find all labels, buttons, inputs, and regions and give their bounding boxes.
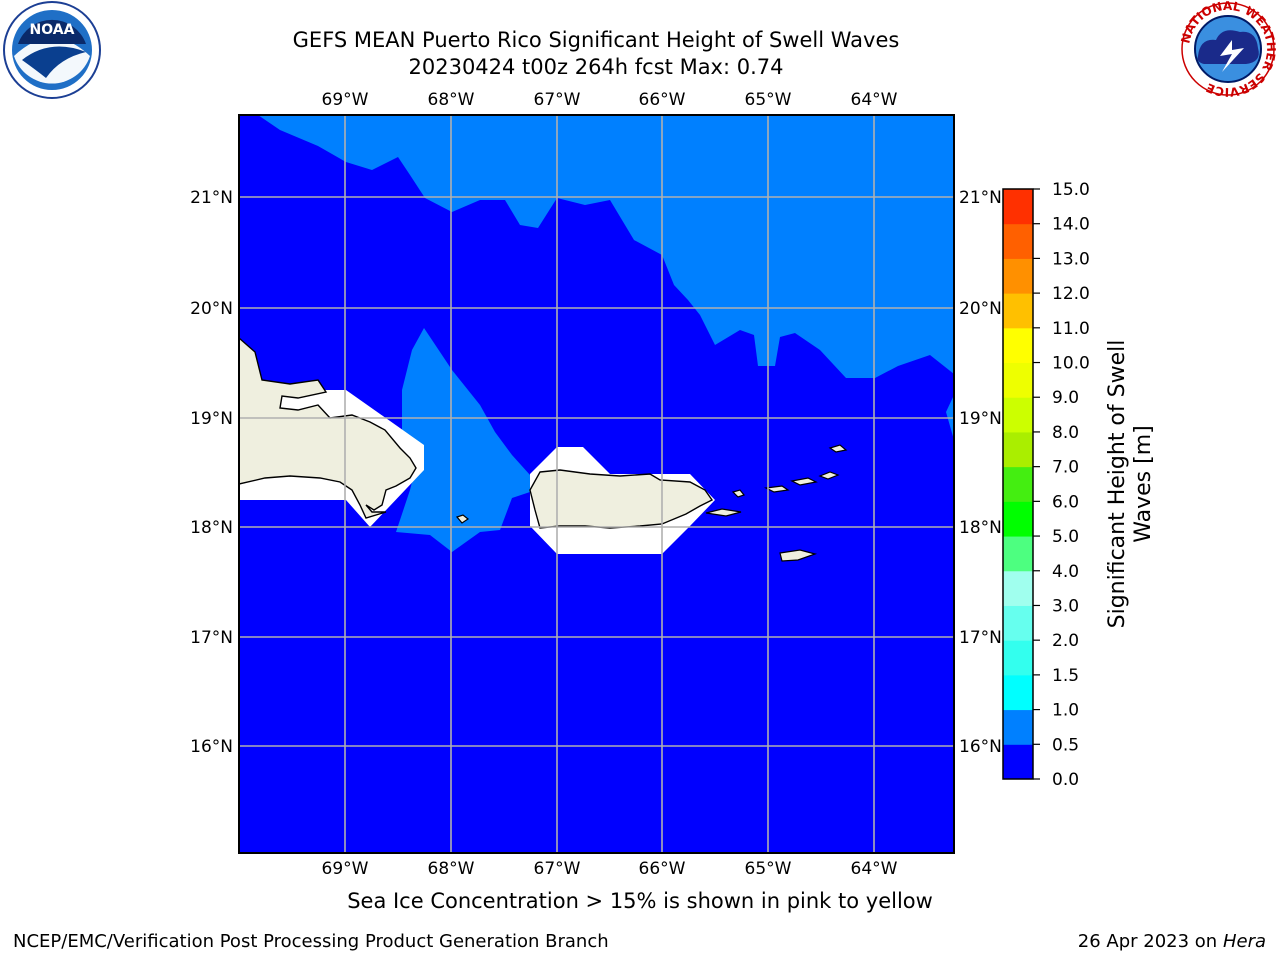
lat-label-left-1: 20°N (190, 299, 233, 319)
lon-label-bottom-5: 64°W (851, 859, 898, 879)
colorbar-swatch-15 (1003, 223, 1033, 259)
colorbar-swatch-2 (1003, 674, 1033, 711)
footer-machine: Hera (1222, 931, 1266, 952)
lon-label-top-0: 69°W (322, 90, 369, 110)
lat-label-right-1: 20°N (959, 299, 1002, 319)
colorbar: 0.0 0.5 1.0 1.5 2.0 3.0 4.0 5.0 6.0 7.0 8.0 9.0 10.0… (1002, 180, 1156, 790)
swell-region-mid-north (258, 115, 954, 378)
swell-region-mid-passage (396, 328, 530, 552)
colorbar-swatch-14 (1003, 258, 1033, 294)
lat-label-right-5: 16°N (959, 737, 1002, 757)
colorbar-swatch-10 (1003, 397, 1033, 433)
lat-labels-right: 21°N 20°N 19°N 18°N 17°N 16°N (959, 188, 1002, 757)
nws-logo: NATIONAL WEATHER SERVICE (1178, 0, 1278, 99)
colorbar-tick-label-10: 8.0 (1052, 423, 1079, 443)
land-virgin-gorda (818, 471, 840, 480)
lon-label-top-4: 65°W (745, 90, 792, 110)
lat-label-right-2: 19°N (959, 409, 1002, 429)
footer-credit: NCEP/EMC/Verification Post Processing Pr… (13, 931, 609, 952)
colorbar-tick-label-14: 12.0 (1052, 284, 1090, 304)
lat-label-right-4: 17°N (959, 628, 1002, 648)
lat-label-right-0: 21°N (959, 188, 1002, 208)
chart-title: GEFS MEAN Puerto Rico Significant Height… (292, 28, 900, 52)
sea-ice-caption: Sea Ice Concentration > 15% is shown in … (347, 889, 933, 913)
colorbar-tick-label-7: 5.0 (1052, 527, 1079, 547)
colorbar-swatch-0 (1003, 744, 1033, 780)
colorbar-swatch-1 (1003, 709, 1033, 745)
lon-labels-top: 69°W 68°W 67°W 66°W 65°W 64°W (322, 90, 898, 110)
colorbar-swatch-6 (1003, 536, 1033, 572)
colorbar-swatch-7 (1003, 501, 1033, 537)
colorbar-tick-label-17: 15.0 (1052, 180, 1090, 200)
land-st-thomas (763, 485, 790, 493)
colorbar-tick-label-0: 0.0 (1052, 770, 1079, 790)
colorbar-tick-label-11: 9.0 (1052, 388, 1079, 408)
noaa-logo-text: NOAA (30, 22, 75, 38)
lat-label-left-0: 21°N (190, 188, 233, 208)
lon-label-top-2: 67°W (534, 90, 581, 110)
lat-label-right-3: 18°N (959, 518, 1002, 538)
lon-label-bottom-3: 66°W (639, 859, 686, 879)
colorbar-swatch-13 (1003, 293, 1033, 329)
chart-subtitle: 20230424 t00z 264h fcst Max: 0.74 (408, 55, 784, 79)
colorbar-swatch-3 (1003, 640, 1033, 676)
lat-label-left-4: 17°N (190, 628, 233, 648)
land-anegada (828, 444, 848, 453)
colorbar-tick-label-8: 6.0 (1052, 492, 1079, 512)
lon-labels-bottom: 69°W 68°W 67°W 66°W 65°W 64°W (322, 859, 898, 879)
lat-label-left-2: 19°N (190, 409, 233, 429)
colorbar-tick-label-16: 14.0 (1052, 215, 1090, 235)
colorbar-label-line2: Waves [m] (1131, 425, 1156, 542)
land-mona-island (455, 514, 470, 524)
lon-label-bottom-4: 65°W (745, 859, 792, 879)
colorbar-swatch-12 (1003, 327, 1033, 364)
colorbar-tick-label-4: 2.0 (1052, 631, 1079, 651)
land-vieques (705, 508, 742, 517)
colorbar-label-line1: Significant Height of Swell (1105, 340, 1130, 629)
colorbar-tick-label-3: 1.5 (1052, 666, 1079, 686)
map-frame (238, 114, 955, 854)
footer-date-text: 26 Apr 2023 on (1077, 931, 1223, 952)
map-area: 69°W 68°W 67°W 66°W 65°W 64°W 69°W 68°W 67°W 66°… (190, 90, 1002, 879)
colorbar-tick-label-5: 3.0 (1052, 596, 1079, 616)
lat-label-left-5: 16°N (190, 737, 233, 757)
footer-date: 26 Apr 2023 on Hera (1078, 931, 1266, 952)
lon-label-bottom-1: 68°W (428, 859, 475, 879)
colorbar-swatch-8 (1003, 466, 1033, 502)
colorbar-frame (1002, 188, 1034, 780)
map-gridlines (239, 115, 954, 853)
colorbar-tick-label-6: 4.0 (1052, 562, 1079, 582)
lon-label-bottom-2: 67°W (534, 859, 581, 879)
lon-label-top-1: 68°W (428, 90, 475, 110)
land-culebra (731, 489, 746, 498)
lon-label-top-5: 64°W (851, 90, 898, 110)
colorbar-tick-label-15: 13.0 (1052, 249, 1090, 269)
colorbar-tick-label-12: 10.0 (1052, 354, 1090, 374)
colorbar-tick-label-13: 11.0 (1052, 319, 1090, 339)
colorbar-swatch-11 (1003, 362, 1033, 398)
lat-labels-left: 21°N 20°N 19°N 18°N 17°N 16°N (190, 188, 233, 757)
colorbar-swatch-4 (1003, 605, 1033, 641)
lon-label-top-3: 66°W (639, 90, 686, 110)
land-hispaniola (239, 337, 417, 519)
noaa-logo: NOAA (3, 1, 101, 99)
colorbar-swatch-5 (1003, 570, 1033, 606)
lat-label-left-3: 18°N (190, 518, 233, 538)
colorbar-tick-label-2: 1.0 (1052, 701, 1079, 721)
land-tortola (790, 477, 818, 486)
colorbar-tick-label-9: 7.0 (1052, 458, 1079, 478)
colorbar-swatch-16 (1003, 189, 1033, 225)
colorbar-tick-label-1: 0.5 (1052, 735, 1079, 755)
land-st-croix (779, 549, 818, 562)
lon-label-bottom-0: 69°W (322, 859, 369, 879)
colorbar-swatch-9 (1003, 431, 1033, 468)
